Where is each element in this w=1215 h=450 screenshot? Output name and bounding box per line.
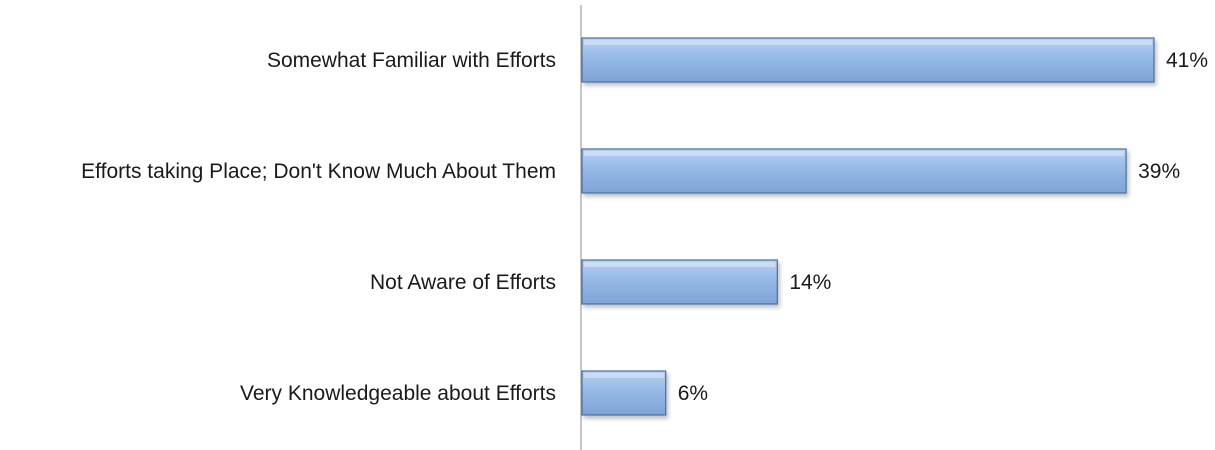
bars-group <box>581 37 1155 416</box>
bar-not-aware-of-efforts <box>581 259 778 305</box>
bar-highlight-very-knowledgeable-about-efforts <box>584 373 664 378</box>
labels-group: Somewhat Familiar with Efforts 41% Efforts… <box>81 49 1208 405</box>
data-label-somewhat-familiar-with-efforts: 41% <box>1166 49 1208 72</box>
data-label-very-knowledgeable-about-efforts: 6% <box>678 382 708 405</box>
category-label-efforts-taking-place-don-t-know-much-about-them: Efforts taking Place; Don't Know Much Ab… <box>81 160 556 183</box>
bar-very-knowledgeable-about-efforts <box>581 370 667 416</box>
bar-efforts-taking-place-don-t-know-much-about-them <box>581 148 1127 194</box>
bar-highlight-efforts-taking-place-don-t-know-much-about-them <box>584 151 1125 156</box>
bar-highlight-not-aware-of-efforts <box>584 262 776 267</box>
category-label-somewhat-familiar-with-efforts: Somewhat Familiar with Efforts <box>267 49 556 72</box>
category-label-very-knowledgeable-about-efforts: Very Knowledgeable about Efforts <box>240 382 556 405</box>
bar-highlight-somewhat-familiar-with-efforts <box>584 40 1152 45</box>
data-label-efforts-taking-place-don-t-know-much-about-them: 39% <box>1138 160 1180 183</box>
category-label-not-aware-of-efforts: Not Aware of Efforts <box>370 271 556 294</box>
data-label-not-aware-of-efforts: 14% <box>789 271 831 294</box>
bar-somewhat-familiar-with-efforts <box>581 37 1155 83</box>
